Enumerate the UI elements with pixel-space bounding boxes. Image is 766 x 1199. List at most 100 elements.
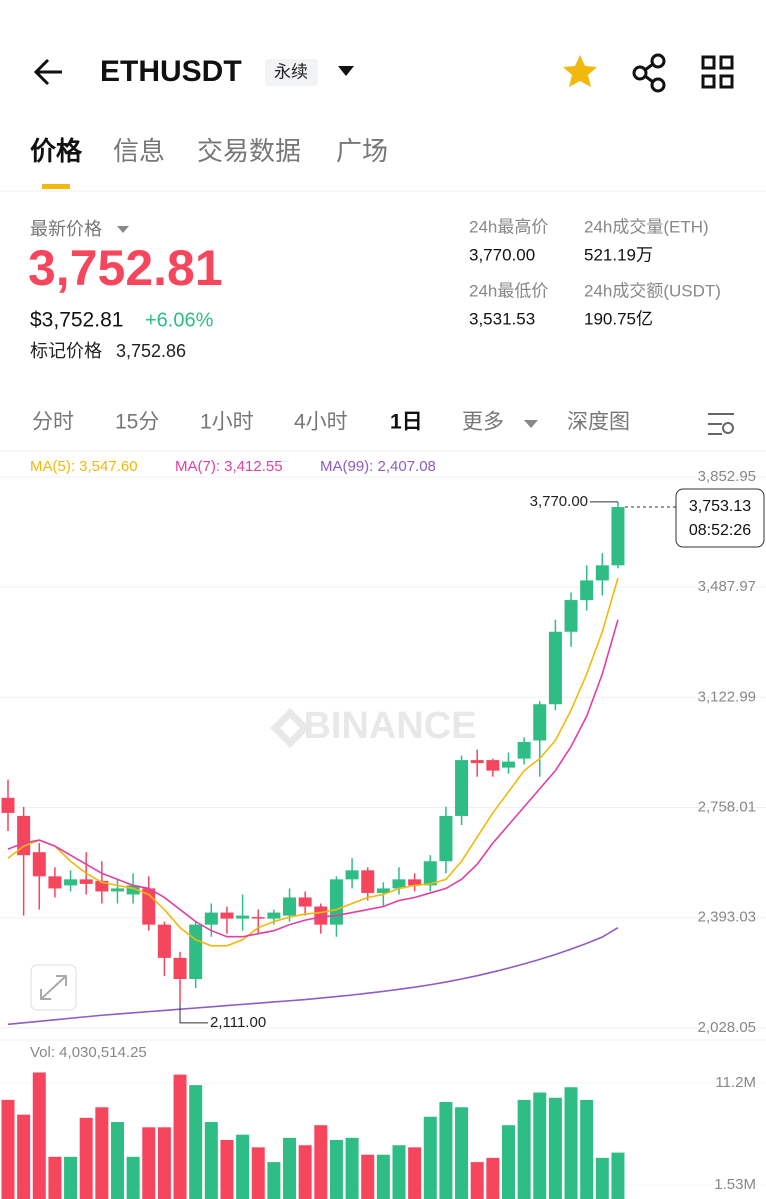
- volume-bar: [298, 1145, 312, 1199]
- candle-body: [361, 870, 375, 893]
- volume-bar: [345, 1137, 359, 1199]
- y-tick-label: 3,122.99: [698, 688, 756, 705]
- share[interactable]: [632, 53, 666, 93]
- volume-bar: [267, 1162, 281, 1199]
- watermark: BINANCE: [303, 705, 476, 747]
- interval[interactable]: 深度图: [567, 411, 630, 434]
- candle-body: [408, 879, 422, 886]
- candle-body: [564, 600, 578, 632]
- usd-price: $3,752.81: [30, 309, 123, 332]
- volume-bar: [32, 1072, 46, 1199]
- stat-value: 3,531.53: [469, 309, 535, 328]
- symbol: ETHUSDT: [100, 55, 242, 88]
- volume-bar: [79, 1117, 93, 1199]
- interval[interactable]: 1日: [390, 411, 423, 434]
- candle-body: [470, 760, 484, 764]
- chart-settings[interactable]: [708, 413, 734, 435]
- candle-body: [95, 880, 109, 892]
- stat-label: 24h最低价: [469, 281, 548, 300]
- candle-body: [314, 906, 328, 925]
- candle-body: [298, 897, 312, 907]
- more-dropdown[interactable]: [524, 420, 538, 428]
- legend-entry: MA(7): 3,412.55: [175, 458, 283, 475]
- ma-line: [7, 577, 619, 947]
- y-tick-label: 3,852.95: [698, 468, 756, 485]
- volume-bar: [580, 1099, 594, 1199]
- volume-bar: [173, 1074, 187, 1199]
- candle-body: [392, 879, 406, 889]
- volume-bar: [142, 1127, 156, 1199]
- stat-value: 521.19万: [584, 245, 653, 264]
- ma-line: [7, 926, 619, 1026]
- candle-body: [220, 912, 234, 919]
- favorite[interactable]: [563, 55, 597, 87]
- candle-body: [173, 957, 187, 980]
- candle-body: [486, 760, 500, 771]
- tab[interactable]: 交易数据: [197, 136, 301, 166]
- interval[interactable]: 1小时: [200, 411, 254, 434]
- volume-bar: [283, 1137, 297, 1199]
- candle-body: [32, 852, 46, 877]
- candle-body: [611, 507, 625, 566]
- candle-body: [533, 704, 547, 741]
- stat-label: 24h成交量(ETH): [584, 217, 709, 236]
- stat-value: 3,770.00: [469, 245, 535, 264]
- volume-bar: [251, 1147, 265, 1199]
- price-label: 最新价格: [30, 219, 102, 239]
- interval[interactable]: 分时: [32, 411, 74, 434]
- y-tick-label: 2,393.03: [698, 909, 756, 926]
- watermark-logo: [270, 708, 310, 748]
- volume-bar: [110, 1122, 124, 1199]
- volume-bar: [376, 1154, 390, 1199]
- tab[interactable]: 价格: [30, 136, 83, 166]
- mark-label: 标记价格: [30, 341, 102, 361]
- expand-icon: [40, 975, 67, 1000]
- tab[interactable]: 信息: [113, 136, 165, 166]
- candle-body: [110, 888, 124, 892]
- candle-body: [345, 870, 359, 880]
- tab[interactable]: 广场: [336, 136, 388, 166]
- volume-bar: [361, 1154, 375, 1199]
- symbol-dropdown[interactable]: [338, 66, 354, 76]
- candle-body: [439, 815, 453, 862]
- menu[interactable]: [701, 55, 734, 89]
- volume-bar: [189, 1085, 203, 1199]
- stat-value: 190.75亿: [584, 309, 653, 328]
- volume-bar: [220, 1139, 234, 1199]
- stat-label: 24h成交额(USDT): [584, 281, 721, 300]
- candle-body: [595, 565, 609, 581]
- interval[interactable]: 更多: [462, 411, 504, 434]
- v-tick-label: 11.2M: [715, 1074, 756, 1091]
- candle-body: [329, 879, 343, 925]
- candle-body: [79, 879, 93, 884]
- volume-bar: [455, 1107, 469, 1199]
- ma-line: [7, 619, 619, 938]
- volume-bar: [392, 1145, 406, 1199]
- volume-bar: [439, 1101, 453, 1199]
- back-button[interactable]: [33, 58, 62, 86]
- v-tick-label: 1.53M: [714, 1176, 756, 1193]
- last-price-label: 3,753.13: [689, 498, 751, 515]
- volume-bar: [157, 1127, 171, 1199]
- candle-body: [64, 879, 78, 886]
- candle-body: [501, 761, 515, 768]
- price-dropdown[interactable]: [117, 226, 129, 233]
- legend-entry: MA(5): 3,547.60: [30, 458, 138, 475]
- y-tick-label: 2,758.01: [698, 798, 756, 815]
- interval[interactable]: 15分: [115, 411, 159, 434]
- candle-body: [48, 876, 62, 889]
- candle-body: [157, 924, 171, 958]
- candle-body: [580, 580, 594, 601]
- low-marker: 2,111.00: [210, 1014, 266, 1031]
- last-price: 3,752.81: [28, 240, 223, 296]
- y-tick-label: 3,487.97: [698, 578, 756, 595]
- candle-body: [517, 741, 531, 759]
- volume-bar: [486, 1157, 500, 1199]
- last-price-box: [675, 488, 765, 548]
- candle-body: [126, 885, 140, 895]
- volume-bar: [470, 1162, 484, 1199]
- interval[interactable]: 4小时: [294, 411, 348, 434]
- volume-bar: [95, 1107, 109, 1199]
- candle-body: [455, 760, 469, 816]
